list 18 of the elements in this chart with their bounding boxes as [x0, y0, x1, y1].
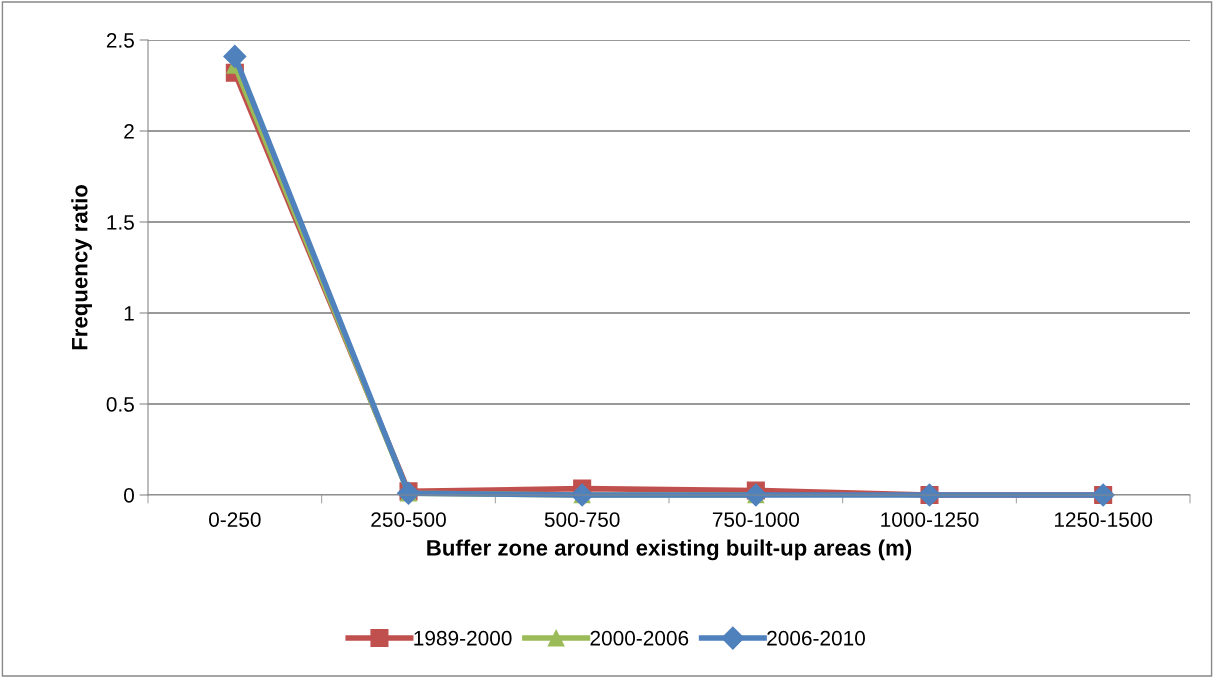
x-tick-label: 250-500: [371, 512, 446, 527]
legend-label: 2000-2006: [590, 630, 689, 646]
legend-label: 1989-2000: [414, 630, 512, 646]
x-tick-label: 1000-1250: [881, 512, 979, 527]
y-tick-label: 0.5: [106, 397, 134, 412]
y-tick-label: 2: [124, 124, 134, 139]
legend-label: 2006-2010: [767, 630, 865, 646]
x-tick-label: 1250-1500: [1054, 512, 1153, 527]
y-axis-title: Frequency ratio: [71, 185, 92, 350]
x-tick-label: 750-1000: [712, 512, 800, 527]
y-tick-label: 1: [124, 306, 134, 321]
y-tick-label: 0: [124, 488, 134, 503]
y-tick-label: 1.5: [107, 215, 134, 230]
x-axis-title: Buffer zone around existing built-up areas (m): [427, 539, 912, 561]
x-tick-label: 0-250: [209, 512, 261, 527]
point: [223, 44, 247, 68]
y-tick-label: 2.5: [106, 33, 134, 48]
x-tick-label: 500-750: [544, 512, 620, 527]
